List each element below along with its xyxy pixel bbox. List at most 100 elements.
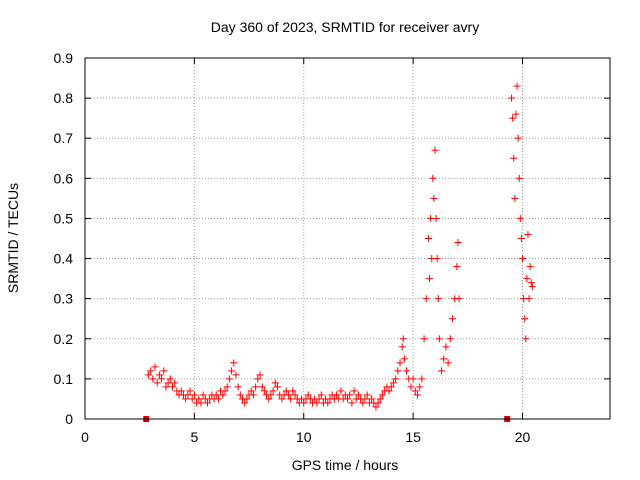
data-point: [508, 94, 516, 102]
y-tick-label: 0.1: [54, 371, 74, 387]
data-point: [236, 391, 244, 399]
data-point: [230, 359, 238, 367]
data-point: [431, 146, 439, 154]
data-point: [454, 239, 462, 247]
data-point: [528, 283, 536, 291]
data-point: [147, 367, 155, 375]
x-axis-label: GPS time / hours: [292, 457, 399, 473]
data-point: [385, 387, 393, 395]
data-point: [438, 367, 446, 375]
data-point: [256, 371, 264, 379]
data-point: [315, 395, 323, 403]
data-point: [271, 379, 279, 387]
data-point: [394, 367, 402, 375]
data-point: [188, 395, 196, 403]
data-point: [182, 395, 190, 403]
data-point: [204, 399, 211, 407]
y-tick-label: 0.5: [54, 210, 74, 226]
y-tick-label: 0.2: [54, 331, 74, 347]
data-point: [511, 194, 519, 202]
data-point: [243, 395, 251, 403]
data-point: [359, 399, 367, 407]
data-point: [219, 391, 227, 399]
data-point: [513, 82, 521, 90]
data-points-layer: [144, 82, 536, 411]
x-tick-label: 0: [81, 429, 89, 445]
data-point: [523, 275, 531, 283]
data-point: [376, 395, 384, 403]
data-point: [337, 387, 345, 395]
data-point: [344, 395, 351, 403]
data-point: [429, 174, 437, 182]
y-tick-label: 0.9: [54, 50, 74, 66]
data-point: [449, 315, 456, 323]
data-point: [509, 114, 517, 122]
data-point: [317, 391, 325, 399]
data-point: [442, 343, 450, 351]
data-point: [422, 295, 430, 303]
data-point: [267, 391, 275, 399]
y-tick-label: 0: [65, 411, 73, 427]
x-tick-label: 15: [405, 429, 421, 445]
data-point: [526, 263, 534, 271]
data-point: [166, 375, 174, 383]
data-point: [510, 154, 518, 162]
y-tick-label: 0.4: [54, 251, 74, 267]
data-point: [184, 391, 192, 399]
data-point: [398, 343, 406, 351]
y-tick-label: 0.3: [54, 291, 74, 307]
data-point: [426, 275, 434, 283]
data-point: [416, 383, 424, 391]
data-point: [158, 375, 166, 383]
data-point: [368, 395, 376, 403]
data-point: [363, 391, 371, 399]
data-point: [232, 371, 240, 379]
tick-layer: 0 0.1 0.2 0.3 0.4 0.5 0.6 0.7 0.8 0.9 0 5 10 15 20: [54, 50, 610, 445]
data-point: [225, 375, 233, 383]
data-point: [247, 387, 255, 395]
data-point: [348, 399, 356, 407]
data-point: [195, 395, 203, 403]
data-point: [524, 230, 532, 238]
data-point: [403, 367, 411, 375]
data-point: [440, 355, 448, 363]
y-tick-label: 0.7: [54, 130, 74, 146]
data-point: [144, 371, 152, 379]
data-point: [433, 255, 441, 263]
data-point: [265, 395, 273, 403]
data-point: [333, 391, 341, 399]
data-point: [282, 387, 290, 395]
data-point: [313, 399, 321, 407]
data-point: [527, 279, 535, 287]
y-axis-label: SRMTID / TECUs: [5, 183, 21, 293]
data-point: [424, 235, 432, 242]
data-point: [284, 391, 292, 399]
data-point: [354, 391, 362, 399]
data-point: [252, 383, 260, 391]
data-point: [414, 391, 421, 399]
data-point: [446, 335, 454, 343]
grid-layer: [85, 58, 610, 419]
data-point: [515, 174, 523, 182]
data-point: [430, 194, 438, 202]
data-point: [324, 399, 332, 407]
data-point: [409, 375, 417, 383]
data-point: [149, 375, 157, 383]
y-tick-label: 0.8: [54, 90, 74, 106]
data-point: [407, 383, 415, 391]
data-point: [274, 383, 281, 391]
x-tick-label: 5: [190, 429, 198, 445]
data-point: [160, 367, 168, 375]
data-point: [169, 383, 176, 391]
data-point: [287, 395, 295, 403]
data-point: [260, 387, 268, 395]
data-point: [221, 387, 229, 395]
x-tick-label: 20: [515, 429, 531, 445]
data-point: [387, 383, 395, 391]
data-point: [392, 375, 400, 383]
plot-frame: [84, 57, 611, 420]
data-point: [228, 367, 236, 375]
data-point: [400, 355, 408, 363]
data-point: [300, 399, 308, 407]
data-point: [420, 335, 428, 343]
